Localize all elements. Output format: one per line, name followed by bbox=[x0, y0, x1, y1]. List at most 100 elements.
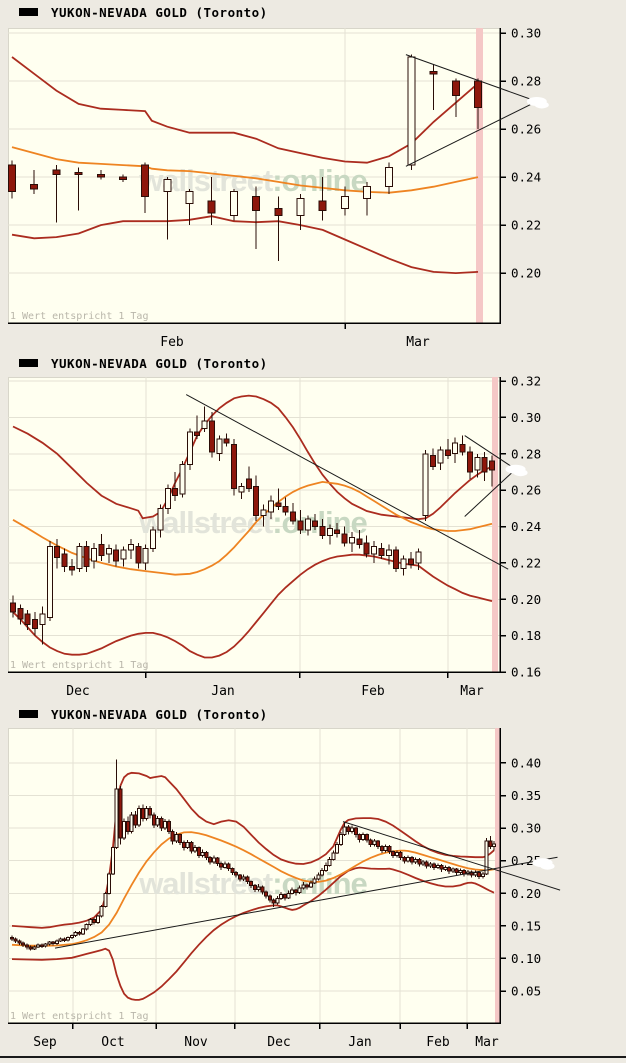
candle-down bbox=[51, 941, 56, 945]
month-label: Feb bbox=[361, 684, 385, 699]
candle-down bbox=[346, 826, 351, 833]
y-axis-label: 0.26 bbox=[511, 122, 541, 137]
candle-down bbox=[305, 884, 310, 888]
candle-down bbox=[178, 834, 183, 844]
candle-down bbox=[98, 544, 105, 557]
candle-up bbox=[66, 937, 70, 941]
candle-up bbox=[122, 821, 127, 839]
plot-background bbox=[8, 28, 500, 323]
month-label: Mar bbox=[406, 335, 430, 350]
candle-up bbox=[415, 551, 422, 564]
candle-down bbox=[119, 176, 127, 181]
month-label: Mar bbox=[460, 684, 484, 699]
candle-down bbox=[234, 872, 239, 876]
candle-down bbox=[417, 858, 422, 865]
bollinger-upper-band bbox=[12, 394, 493, 521]
month-label: Sep bbox=[33, 1035, 57, 1050]
candle-up bbox=[371, 546, 378, 555]
month-label: Nov bbox=[184, 1035, 208, 1050]
candle-up bbox=[349, 536, 355, 544]
candle-down bbox=[133, 814, 138, 826]
candle-up bbox=[326, 527, 333, 537]
candle-up bbox=[163, 179, 172, 192]
candle-up bbox=[36, 944, 41, 948]
price-chart-3: wallstreet:online0.400.350.300.250.200.1… bbox=[8, 728, 561, 1050]
candle-up bbox=[157, 507, 164, 531]
candle-up bbox=[76, 546, 83, 569]
candle-down bbox=[391, 851, 396, 856]
legend-swatch-icon bbox=[19, 8, 38, 16]
y-axis-label: 0.10 bbox=[511, 951, 541, 966]
candle-up bbox=[256, 886, 261, 890]
candle-down bbox=[245, 478, 252, 489]
y-axis-label: 0.30 bbox=[511, 821, 541, 836]
candle-down bbox=[489, 460, 495, 471]
page-bottom-divider bbox=[0, 1056, 626, 1058]
candle-up bbox=[275, 898, 280, 904]
candle-up bbox=[46, 546, 53, 618]
candle-up bbox=[164, 487, 171, 509]
chart-3-title: YUKON-NEVADA GOLD (Toronto) bbox=[51, 706, 268, 722]
candle-up bbox=[372, 840, 377, 846]
candle-down bbox=[209, 420, 215, 453]
candle-up bbox=[73, 931, 78, 937]
candle-down bbox=[264, 891, 269, 897]
candle-up bbox=[400, 558, 407, 569]
candle-up bbox=[174, 834, 179, 842]
candle-down bbox=[252, 195, 261, 212]
month-label: Oct bbox=[101, 1035, 124, 1050]
candle-down bbox=[430, 455, 436, 468]
candle-up bbox=[200, 851, 205, 857]
candle-up bbox=[320, 870, 325, 876]
candle-down bbox=[194, 431, 201, 436]
candle-down bbox=[237, 874, 242, 880]
candle-down bbox=[52, 169, 61, 176]
candlestick-series bbox=[10, 406, 495, 645]
legend-swatch-icon bbox=[19, 710, 38, 718]
candle-up bbox=[428, 863, 433, 867]
candle-up bbox=[450, 868, 455, 872]
candle-up bbox=[260, 509, 267, 517]
candle-down bbox=[125, 821, 130, 832]
candle-down bbox=[148, 808, 153, 816]
candle-up bbox=[361, 834, 366, 840]
pennant-lower-trendline bbox=[464, 468, 516, 517]
month-label: Mar bbox=[475, 1035, 499, 1050]
candle-up bbox=[304, 518, 311, 531]
candle-down bbox=[245, 876, 250, 883]
candle-down bbox=[226, 863, 231, 870]
candle-up bbox=[340, 195, 349, 209]
candle-down bbox=[24, 613, 31, 626]
candle-down bbox=[196, 847, 201, 857]
y-axis-label: 0.35 bbox=[511, 788, 541, 803]
candle-up bbox=[150, 529, 156, 549]
candle-up bbox=[452, 442, 459, 455]
candle-down bbox=[62, 938, 67, 941]
month-label: Feb bbox=[160, 335, 184, 350]
watermark-online: :online bbox=[272, 163, 367, 198]
candle-up bbox=[406, 857, 411, 862]
watermark: wallstreet:online bbox=[138, 163, 367, 198]
candle-down bbox=[439, 864, 444, 870]
candle-down bbox=[297, 520, 304, 531]
pattern-apex-marker bbox=[540, 862, 555, 870]
bollinger-middle-band bbox=[12, 480, 493, 576]
candle-up bbox=[216, 438, 223, 455]
candle-down bbox=[166, 821, 171, 832]
candle-down bbox=[170, 830, 175, 842]
bollinger-middle-band bbox=[11, 831, 495, 947]
candle-up bbox=[279, 894, 283, 899]
month-label: Dec bbox=[66, 684, 89, 699]
candle-down bbox=[477, 872, 482, 877]
candle-up bbox=[241, 876, 246, 880]
y-axis-label: 0.28 bbox=[511, 446, 541, 461]
candle-up bbox=[155, 817, 160, 826]
candle-down bbox=[379, 845, 384, 851]
candle-up bbox=[84, 924, 89, 930]
candle-up bbox=[193, 847, 198, 852]
candle-down bbox=[274, 207, 283, 217]
candle-up bbox=[186, 431, 193, 466]
month-label: Jan bbox=[211, 684, 234, 699]
candle-down bbox=[447, 866, 452, 872]
candle-down bbox=[231, 444, 238, 489]
